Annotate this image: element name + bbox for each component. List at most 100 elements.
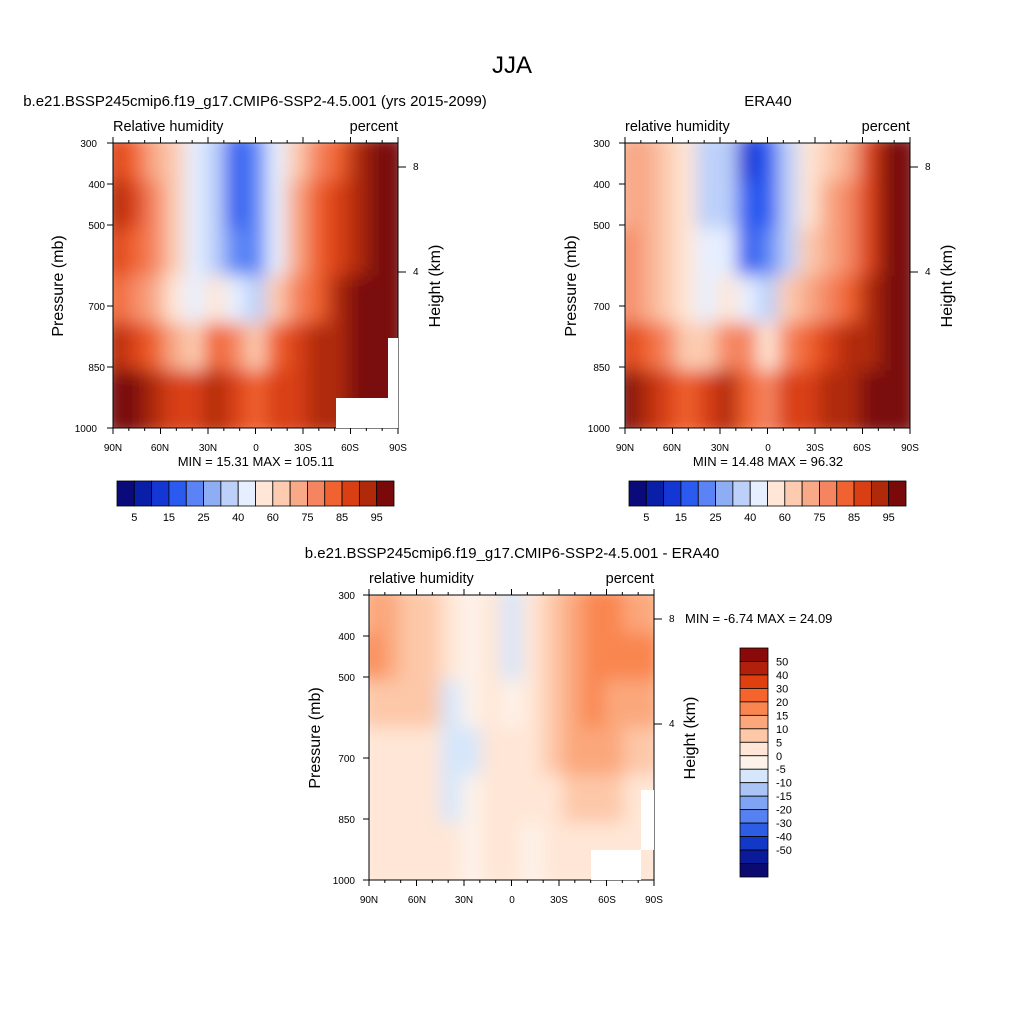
stats-text: MIN = 14.48 MAX = 96.32 xyxy=(693,454,843,469)
panel-model: b.e21.BSSP245cmip6.f19_g17.CMIP6-SSP2-4.… xyxy=(23,93,487,524)
x-tick: 60S xyxy=(853,443,871,454)
y-tick: 700 xyxy=(338,754,355,765)
y-tick: 850 xyxy=(88,363,105,374)
colorbar-swatch xyxy=(663,480,682,507)
colorbar-swatch xyxy=(133,480,153,507)
colorbar-label: 15 xyxy=(776,710,788,722)
colorbar-label: 75 xyxy=(813,512,825,524)
colorbar-swatch xyxy=(739,822,769,837)
colorbar: 5 15 25 40 60 75 85 95 xyxy=(628,480,907,524)
colorbar-swatch xyxy=(272,480,291,507)
x-tick: 0 xyxy=(765,443,771,454)
x-tick: 90S xyxy=(645,895,663,906)
colorbar-label: 25 xyxy=(709,512,721,524)
colorbar-swatch xyxy=(358,480,378,507)
y-axis-label-right: Height (km) xyxy=(427,245,444,328)
colorbar-label: -10 xyxy=(776,778,792,790)
colorbar-swatch xyxy=(819,480,838,507)
colorbar-swatch xyxy=(376,480,395,507)
tick-marks xyxy=(619,137,911,434)
colorbar-label: 30 xyxy=(776,683,788,695)
colorbar-swatch xyxy=(697,480,716,507)
colorbar-swatch xyxy=(739,795,769,811)
y-axis-label-right: Height (km) xyxy=(939,245,956,328)
y-axis-label-right: Height (km) xyxy=(682,697,699,780)
colorbar-swatch xyxy=(255,480,274,507)
colorbar-label: 40 xyxy=(232,512,244,524)
colorbar-swatch xyxy=(739,863,769,878)
colorbar-label: 25 xyxy=(197,512,209,524)
panel-left-label: Relative humidity xyxy=(113,119,224,135)
y-tick: 500 xyxy=(593,221,610,232)
y-axis-ticks: 300 400 500 700 850 1000 xyxy=(588,139,611,435)
colorbar-label: 10 xyxy=(776,724,788,736)
height-axis-ticks: 8 4 xyxy=(910,162,931,278)
contour-field xyxy=(369,595,654,880)
x-axis-ticks: 90N 60N 30N 0 30S 60S 90S xyxy=(616,443,919,454)
y-tick: 400 xyxy=(338,632,355,643)
colorbar-swatch xyxy=(749,480,768,507)
missing-data-patch xyxy=(336,398,398,428)
stats-text: MIN = 15.31 MAX = 105.11 xyxy=(178,454,335,469)
colorbar-label: 60 xyxy=(267,512,279,524)
colorbar-swatch xyxy=(307,480,326,507)
height-tick: 8 xyxy=(669,614,675,625)
stats-text: MIN = -6.74 MAX = 24.09 xyxy=(685,611,832,626)
colorbar-swatch xyxy=(715,480,734,507)
tick-marks xyxy=(107,137,399,434)
colorbar-swatch xyxy=(739,647,769,662)
panel-obs: ERA40 relative humidity percent 300 400 … xyxy=(563,93,956,524)
panel-left-label: relative humidity xyxy=(369,571,475,587)
colorbar-label: 85 xyxy=(848,512,860,524)
colorbar-label: 5 xyxy=(131,512,137,524)
panel-left-label: relative humidity xyxy=(625,119,731,135)
colorbar-swatch xyxy=(739,728,769,743)
colorbar-swatch xyxy=(870,480,890,507)
y-axis-label: Pressure (mb) xyxy=(563,235,580,336)
colorbar-label: 5 xyxy=(643,512,649,524)
height-tick: 4 xyxy=(413,267,419,278)
figure-title: JJA xyxy=(492,52,532,79)
panel-header: b.e21.BSSP245cmip6.f19_g17.CMIP6-SSP2-4.… xyxy=(23,93,487,110)
colorbar-swatch xyxy=(116,480,135,507)
colorbar-swatch xyxy=(168,480,187,507)
y-tick: 300 xyxy=(338,591,355,602)
colorbar-swatch xyxy=(739,688,769,703)
colorbar-swatch xyxy=(888,480,907,507)
colorbar-swatch xyxy=(767,480,786,507)
x-tick: 30S xyxy=(294,443,312,454)
height-axis-ticks: 8 4 xyxy=(654,614,675,730)
height-tick: 4 xyxy=(925,267,931,278)
colorbar-label: -30 xyxy=(776,818,792,830)
colorbar-swatch xyxy=(628,480,647,507)
colorbar-swatch xyxy=(732,480,751,507)
y-tick: 700 xyxy=(593,302,610,313)
panel-right-label: percent xyxy=(350,119,398,135)
colorbar-swatch xyxy=(739,741,769,757)
x-tick: 30N xyxy=(711,443,729,454)
x-tick: 30S xyxy=(806,443,824,454)
colorbar-swatch xyxy=(341,480,360,507)
colorbar-swatch xyxy=(185,480,204,507)
colorbar-swatch xyxy=(784,480,803,507)
x-tick: 60S xyxy=(598,895,616,906)
panel-right-label: percent xyxy=(862,119,910,135)
y-tick: 500 xyxy=(338,673,355,684)
colorbar-swatch xyxy=(801,480,820,507)
y-tick: 1000 xyxy=(75,424,98,435)
x-tick: 90N xyxy=(360,895,378,906)
colorbar-swatch xyxy=(151,480,170,507)
colorbar-label: 60 xyxy=(779,512,791,524)
x-axis-ticks: 90N 60N 30N 0 30S 60S 90S xyxy=(104,443,407,454)
x-tick: 30N xyxy=(455,895,473,906)
colorbar-label: 85 xyxy=(336,512,348,524)
tick-marks xyxy=(363,589,655,886)
y-tick: 850 xyxy=(338,815,355,826)
y-tick: 300 xyxy=(80,139,97,150)
colorbar-swatch xyxy=(237,480,256,507)
height-tick: 8 xyxy=(413,162,419,173)
x-axis-ticks: 90N 60N 30N 0 30S 60S 90S xyxy=(360,895,663,906)
y-tick: 300 xyxy=(593,139,610,150)
y-axis-ticks: 300 400 500 700 850 1000 xyxy=(75,139,106,435)
